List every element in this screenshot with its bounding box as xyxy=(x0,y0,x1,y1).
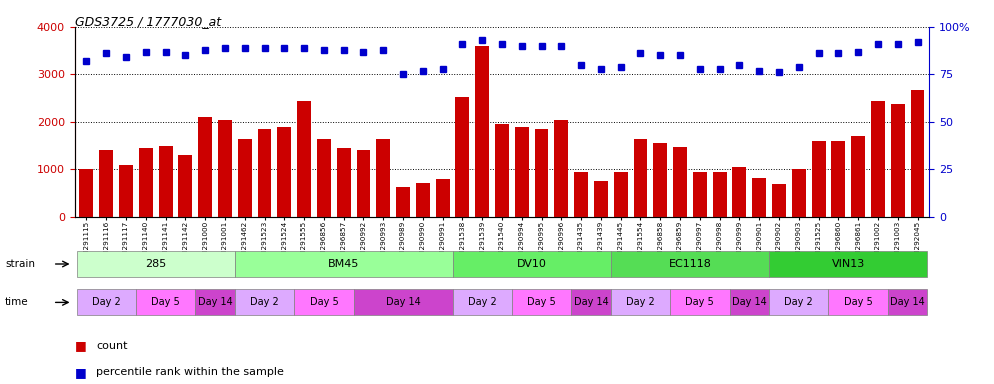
Bar xyxy=(77,290,136,315)
Bar xyxy=(475,46,489,217)
Bar xyxy=(888,290,927,315)
Text: VIN13: VIN13 xyxy=(832,259,865,269)
Text: GDS3725 / 1777030_at: GDS3725 / 1777030_at xyxy=(75,15,221,28)
Bar xyxy=(337,148,351,217)
Text: Day 14: Day 14 xyxy=(891,297,925,308)
Bar xyxy=(452,251,610,277)
Bar xyxy=(396,187,410,217)
Text: time: time xyxy=(5,297,29,308)
Bar xyxy=(235,290,294,315)
Bar xyxy=(455,97,469,217)
Bar xyxy=(357,151,371,217)
Text: ■: ■ xyxy=(75,339,86,352)
Text: ■: ■ xyxy=(75,366,86,379)
Bar xyxy=(435,179,449,217)
Bar xyxy=(218,119,232,217)
Bar xyxy=(851,136,865,217)
Bar xyxy=(572,290,610,315)
Bar xyxy=(77,251,235,277)
Bar xyxy=(693,172,707,217)
Bar xyxy=(317,139,331,217)
Bar xyxy=(495,124,509,217)
Text: Day 2: Day 2 xyxy=(468,297,497,308)
Bar xyxy=(673,147,687,217)
Bar xyxy=(139,148,153,217)
Bar xyxy=(733,167,746,217)
Text: Day 14: Day 14 xyxy=(574,297,608,308)
Bar xyxy=(772,184,786,217)
Bar xyxy=(535,129,549,217)
Bar xyxy=(119,165,133,217)
Bar xyxy=(769,251,927,277)
Text: strain: strain xyxy=(5,259,35,269)
Bar xyxy=(257,129,271,217)
Text: DV10: DV10 xyxy=(517,259,547,269)
Bar xyxy=(752,178,766,217)
Bar xyxy=(769,290,828,315)
Text: Day 5: Day 5 xyxy=(527,297,556,308)
Bar xyxy=(179,155,192,217)
Bar xyxy=(812,141,825,217)
Bar xyxy=(377,139,391,217)
Text: Day 2: Day 2 xyxy=(250,297,279,308)
Bar xyxy=(653,143,667,217)
Bar xyxy=(512,290,572,315)
Bar xyxy=(730,290,769,315)
Text: Day 2: Day 2 xyxy=(784,297,813,308)
Bar xyxy=(415,183,429,217)
Bar xyxy=(610,251,769,277)
Bar xyxy=(831,141,845,217)
Bar xyxy=(594,181,608,217)
Text: Day 5: Day 5 xyxy=(151,297,180,308)
Text: Day 5: Day 5 xyxy=(844,297,873,308)
Text: Day 2: Day 2 xyxy=(626,297,655,308)
Bar xyxy=(613,172,627,217)
Bar xyxy=(80,169,93,217)
Text: 285: 285 xyxy=(145,259,166,269)
Bar xyxy=(891,104,905,217)
Bar xyxy=(670,290,730,315)
Bar xyxy=(575,172,588,217)
Bar xyxy=(792,169,806,217)
Bar xyxy=(633,139,647,217)
Bar xyxy=(610,290,670,315)
Text: count: count xyxy=(96,341,128,351)
Text: percentile rank within the sample: percentile rank within the sample xyxy=(96,367,284,377)
Text: Day 14: Day 14 xyxy=(198,297,233,308)
Bar xyxy=(294,290,354,315)
Bar xyxy=(713,172,727,217)
Bar xyxy=(136,290,195,315)
Bar xyxy=(277,127,291,217)
Text: Day 14: Day 14 xyxy=(732,297,766,308)
Bar xyxy=(828,290,888,315)
Bar xyxy=(354,290,452,315)
Text: Day 5: Day 5 xyxy=(309,297,338,308)
Bar xyxy=(198,117,212,217)
Bar xyxy=(238,139,251,217)
Bar xyxy=(911,89,924,217)
Bar xyxy=(297,101,311,217)
Text: Day 14: Day 14 xyxy=(386,297,420,308)
Text: BM45: BM45 xyxy=(328,259,360,269)
Bar xyxy=(871,101,885,217)
Text: Day 2: Day 2 xyxy=(91,297,120,308)
Bar xyxy=(515,127,529,217)
Bar xyxy=(195,290,235,315)
Text: Day 5: Day 5 xyxy=(686,297,715,308)
Bar xyxy=(452,290,512,315)
Bar xyxy=(159,146,173,217)
Bar xyxy=(555,119,569,217)
Bar xyxy=(235,251,452,277)
Text: EC1118: EC1118 xyxy=(669,259,712,269)
Bar xyxy=(99,151,113,217)
